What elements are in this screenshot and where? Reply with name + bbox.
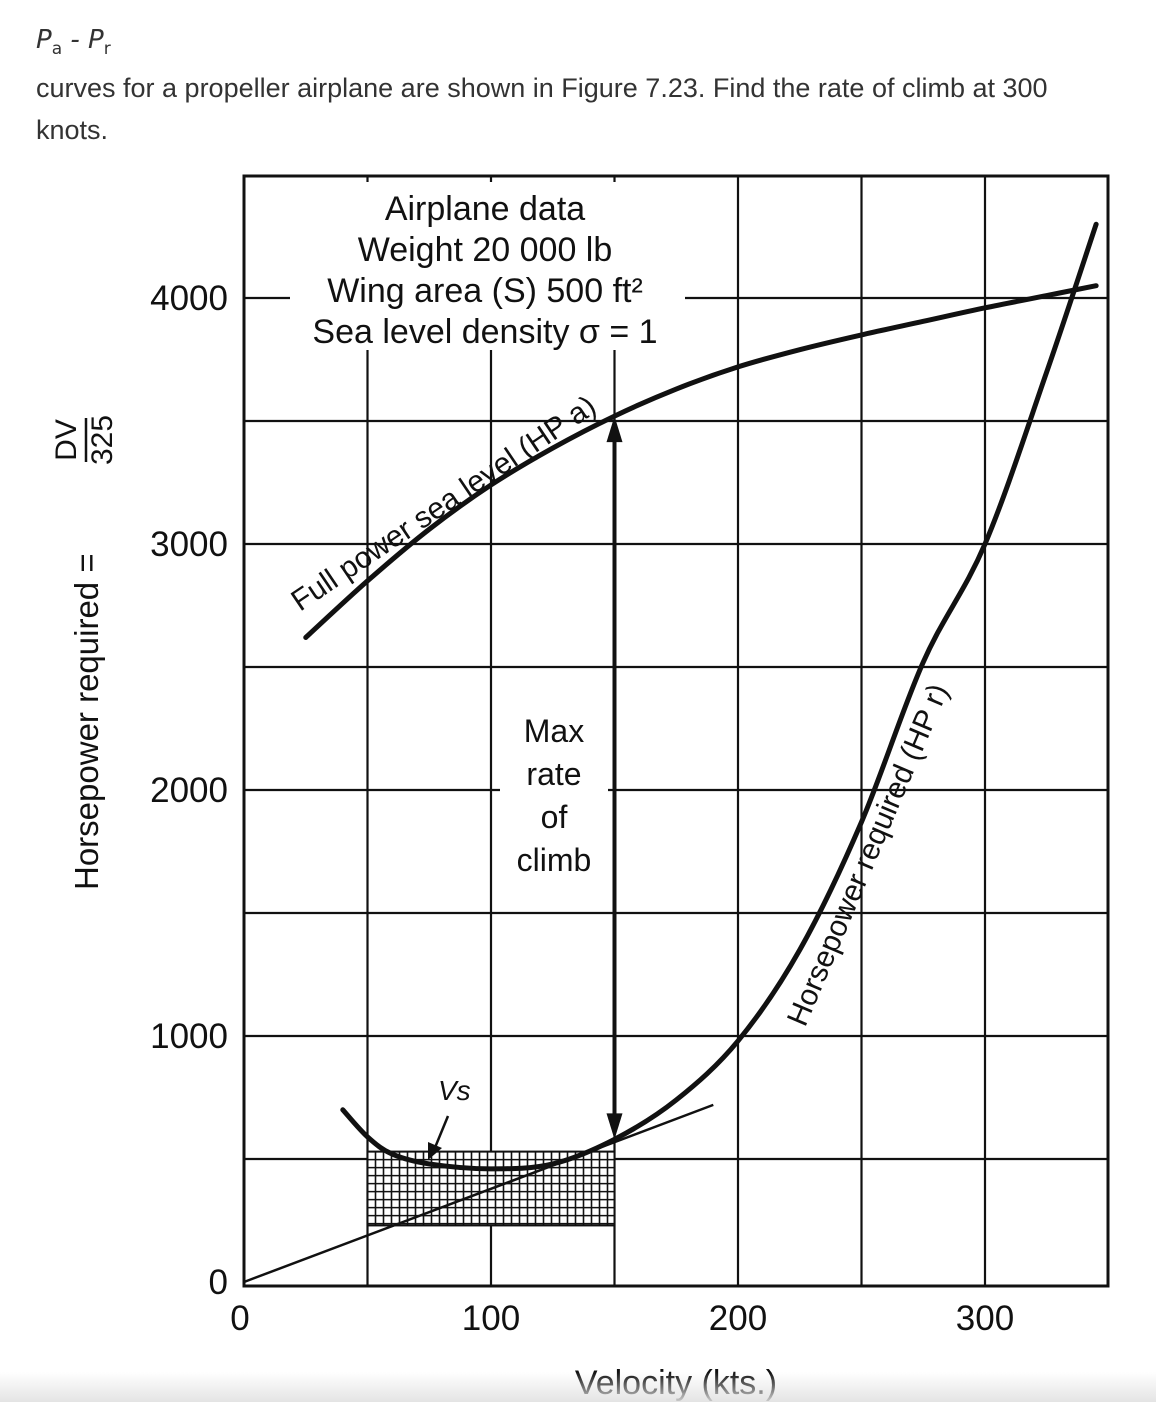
max-rate-label: of	[541, 799, 568, 835]
tangent-line	[243, 1103, 714, 1284]
formula-minus: -	[62, 25, 89, 55]
question-text: curves for a propeller airplane are show…	[36, 73, 1048, 146]
y-tick-label: 3000	[150, 525, 228, 564]
plot-frame	[242, 174, 1110, 1288]
airplane-data-line: Wing area (S) 500 ft²	[327, 272, 643, 310]
y-tick-label: 4000	[150, 279, 228, 318]
bottom-fade	[0, 1372, 1156, 1402]
vs-label: Vs	[438, 1075, 471, 1106]
x-tick-label: 100	[462, 1299, 520, 1338]
y-axis-label-text: Horsepower required =	[68, 553, 105, 890]
y-tick-label: 2000	[150, 771, 228, 810]
airplane-data-bg	[290, 182, 685, 350]
max-rate-label: Max	[524, 713, 584, 749]
formula-p-2: P	[88, 25, 104, 55]
max-rate-bg	[500, 700, 608, 890]
vs-arrowhead	[428, 1142, 442, 1160]
max-rate-arrowhead-down	[606, 1113, 623, 1140]
y-axis-label: Horsepower required = DV 325	[50, 415, 119, 890]
y-axis-label-den: 325	[86, 415, 119, 465]
hpr-curve-label: Horsepower required (HP r)	[781, 679, 955, 1031]
max-rate-label: rate	[526, 756, 581, 792]
series-line-hpr	[340, 221, 1099, 1172]
y-tick-label: 1000	[150, 1017, 228, 1056]
formula: Pa - Pr	[36, 22, 1126, 67]
max-rate-arrowhead-up	[606, 416, 623, 443]
x-tick-label: 300	[956, 1299, 1014, 1338]
hpa-curve-label: Full power sea level (HP a)	[285, 389, 602, 617]
vs-arrow	[432, 1115, 450, 1151]
formula-p: P	[36, 25, 52, 55]
airplane-data-line: Weight 20 000 lb	[358, 231, 613, 269]
formula-sub-r: r	[103, 39, 111, 60]
x-tick-label: 0	[230, 1299, 249, 1338]
question-block: Pa - Pr curves for a propeller airplane …	[36, 22, 1126, 151]
formula-sub-a: a	[51, 39, 63, 60]
airplane-data-line: Sea level density σ = 1	[312, 313, 657, 351]
x-tick-label: 200	[709, 1299, 767, 1338]
max-rate-label: climb	[517, 842, 592, 878]
y-tick-label: 0	[209, 1263, 228, 1302]
y-axis-label-num: DV	[50, 419, 83, 461]
airplane-data-line: Airplane data	[385, 190, 585, 228]
series-line-hpa	[303, 283, 1099, 640]
